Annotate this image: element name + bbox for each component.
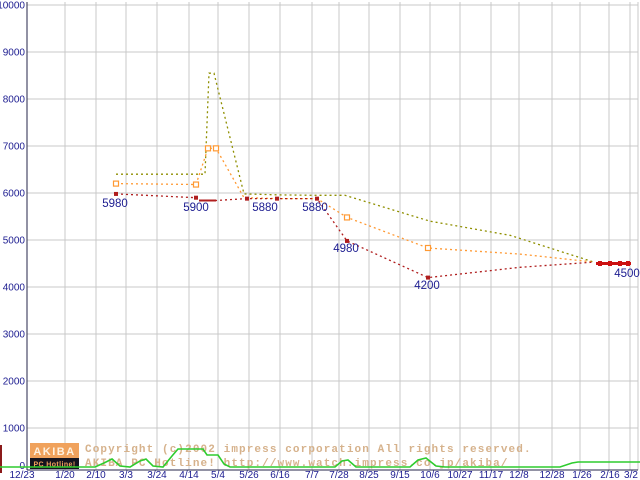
y-axis-tick-label: 2000 — [3, 377, 26, 388]
end-segment-marker — [598, 261, 602, 266]
x-axis-tick-label: 9/15 — [390, 470, 410, 480]
x-axis-tick-label: 1/26 — [572, 470, 592, 480]
series-mid-marker — [204, 145, 212, 152]
series-low-marker — [114, 191, 118, 196]
series-high-line — [116, 72, 595, 263]
y-axis-tick-label: 5000 — [3, 236, 26, 247]
price-series-lines — [115, 72, 631, 279]
x-axis-tick-label: 6/16 — [270, 470, 290, 480]
x-axis-tick-label: 11/17 — [479, 470, 504, 480]
y-axis-tick-label: 6000 — [3, 189, 26, 200]
x-axis-tick-label: 12/8 — [509, 470, 529, 480]
price-point-label: 4200 — [414, 280, 440, 292]
x-axis-tick-label: 2/10 — [86, 470, 106, 480]
series-low-marker — [345, 238, 349, 243]
price-point-labels: 5980 5900 5880 5880 4980 4200 4500 — [102, 198, 640, 292]
x-axis-tick-label: 2/16 — [600, 470, 620, 480]
x-axis-tick-label: 4/14 — [179, 470, 199, 480]
series-low-marker — [315, 196, 319, 201]
y-axis-tick-label: 8000 — [3, 95, 26, 106]
left-edge-mark — [0, 445, 2, 473]
price-point-label: 5880 — [302, 202, 328, 214]
x-axis-tick-label: 10/6 — [420, 470, 440, 480]
series-low-marker — [245, 196, 249, 201]
price-point-label: 5900 — [183, 202, 209, 214]
y-axis-tick-label: 9000 — [3, 48, 26, 59]
y-axis-tick-label: 10000 — [0, 1, 25, 12]
y-axis-tick-label: 7000 — [3, 142, 26, 153]
x-axis-tick-label: 1/20 — [55, 470, 75, 480]
x-axis-tick-label: 12/23 — [9, 470, 34, 480]
x-axis-tick-label: 7/28 — [329, 470, 349, 480]
y-axis-tick-label: 1000 — [3, 424, 26, 435]
end-segment-marker — [626, 261, 630, 266]
x-axis-tick-label: 3/2 — [624, 470, 638, 480]
x-axis-tick-label: 10/27 — [447, 470, 472, 480]
price-point-label: 4980 — [333, 243, 359, 255]
ticker-line — [0, 448, 640, 468]
series-low-marker — [194, 195, 198, 200]
series-mid-marker — [424, 244, 432, 252]
x-axis-tick-label: 3/24 — [147, 470, 167, 480]
series-mid-marker — [212, 145, 220, 152]
x-axis-tick-label: 8/25 — [359, 470, 379, 480]
end-segment-marker — [608, 261, 612, 266]
gridlines — [26, 2, 639, 470]
x-axis-tick-label: 3/3 — [119, 470, 133, 480]
price-series-markers — [112, 145, 630, 280]
pc-hotline-badge-background — [30, 458, 79, 469]
x-axis-tick-label: 5/4 — [211, 470, 225, 480]
series-mid-marker — [343, 214, 351, 221]
copyright-line-2: AKIBA PC Hotline! http://www.watch.impre… — [85, 458, 509, 470]
y-axis-tick-label: 3000 — [3, 330, 26, 341]
x-axis-tick-label: 7/7 — [305, 470, 319, 480]
price-point-label: 5880 — [252, 202, 278, 214]
akiba-logo-text: AKIBA — [33, 446, 75, 458]
price-point-label: 4500 — [614, 268, 640, 280]
x-axis-tick-label: 5/26 — [239, 470, 259, 480]
axes — [26, 2, 638, 471]
series-low-marker — [275, 196, 279, 201]
pc-hotline-badge-text: PC Hotline! — [33, 462, 75, 469]
site-watermark: AKIBA PC Hotline! Copyright (c)2002 impr… — [0, 443, 532, 473]
series-mid-marker — [192, 181, 200, 188]
x-axis-tick-label: 12/28 — [539, 470, 564, 480]
copyright-line-1: Copyright (c)2002 impress corporation Al… — [85, 444, 532, 456]
akiba-logo-background — [30, 443, 79, 458]
end-segment-marker — [618, 261, 622, 266]
series-low-marker — [426, 275, 430, 280]
price-point-label: 5980 — [102, 198, 128, 210]
series-mid-marker — [112, 180, 120, 187]
y-axis-tick-label: 4000 — [3, 283, 26, 294]
